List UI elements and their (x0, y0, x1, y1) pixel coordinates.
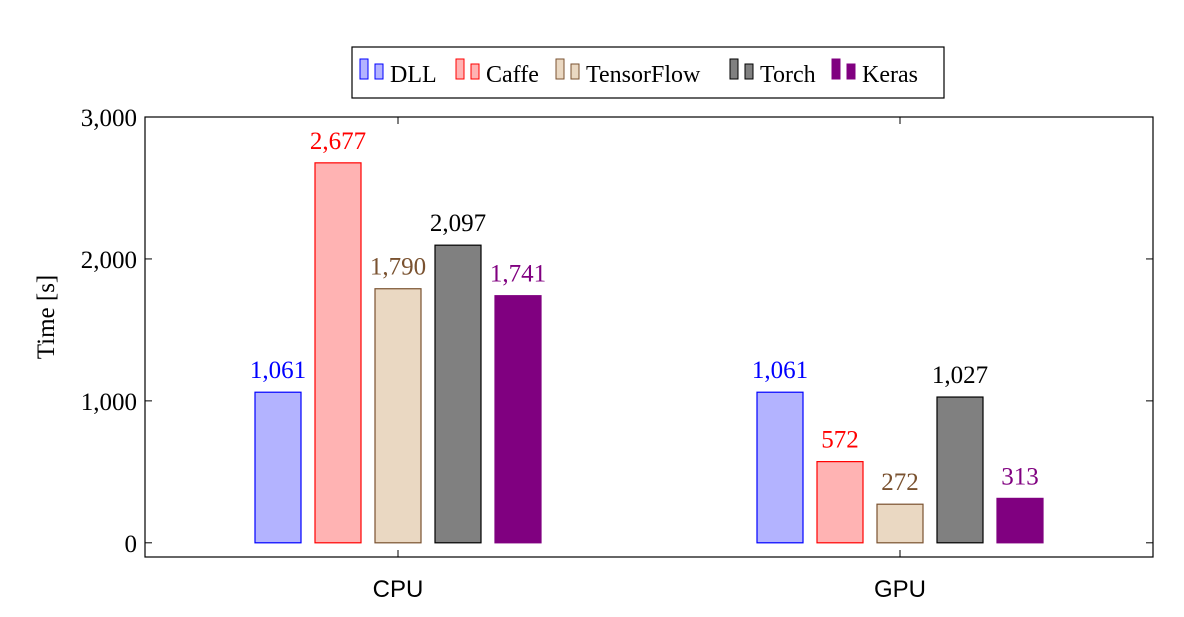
legend-label-caffe: Caffe (486, 62, 539, 88)
bar-caffe-gpu (816, 461, 864, 544)
bar-torch-gpu (936, 396, 984, 544)
bar-torch-cpu (434, 244, 482, 544)
bar-caffe-cpu (314, 162, 362, 544)
y-tick-label: 1,000 (81, 389, 137, 416)
data-label: 572 (821, 427, 859, 454)
bar-dll-cpu (254, 391, 302, 544)
legend-swatch (846, 63, 856, 80)
plot-frame (144, 116, 1154, 558)
data-label: 313 (1001, 463, 1039, 490)
legend-swatch (831, 58, 841, 80)
bar-keras-gpu (996, 497, 1044, 544)
bar-tensorflow-gpu (876, 503, 924, 544)
y-axis-ticks: 0 1,000 2,000 3,000 (81, 105, 1153, 558)
legend-box (351, 46, 945, 99)
legend-label-tensorflow: TensorFlow (586, 62, 701, 88)
legend-swatch (374, 63, 384, 80)
bars (254, 162, 1044, 544)
data-label: 2,097 (430, 210, 486, 237)
x-category-label: GPU (874, 576, 926, 603)
legend-swatch (455, 58, 465, 80)
legend-swatch (729, 58, 739, 80)
legend-swatch (570, 63, 580, 80)
legend-swatch (555, 58, 565, 80)
bar-keras-cpu (494, 295, 542, 544)
y-tick-label: 2,000 (81, 247, 137, 274)
data-label: 1,741 (490, 261, 546, 288)
data-label: 1,061 (752, 357, 808, 384)
x-category-label: CPU (373, 576, 424, 603)
bar-dll-gpu (756, 391, 804, 544)
data-label: 272 (881, 469, 919, 496)
data-label: 1,027 (932, 362, 988, 389)
x-axis-categories: CPU GPU (373, 117, 926, 603)
bar-tensorflow-cpu (374, 288, 422, 544)
y-tick-label: 3,000 (81, 105, 137, 132)
y-tick-label: 0 (125, 531, 138, 558)
legend-label-torch: Torch (760, 62, 816, 88)
y-axis-title: Time [s] (33, 275, 60, 360)
legend-label-keras: Keras (862, 62, 918, 88)
data-label: 1,790 (370, 254, 426, 281)
legend-swatch (359, 58, 369, 80)
legend-swatch (470, 63, 480, 80)
legend: DLL Caffe TensorFlow Torch Keras (351, 46, 945, 99)
data-label: 2,677 (310, 128, 366, 155)
data-label: 1,061 (250, 357, 306, 384)
legend-swatch (744, 63, 754, 80)
legend-label-dll: DLL (390, 62, 437, 88)
